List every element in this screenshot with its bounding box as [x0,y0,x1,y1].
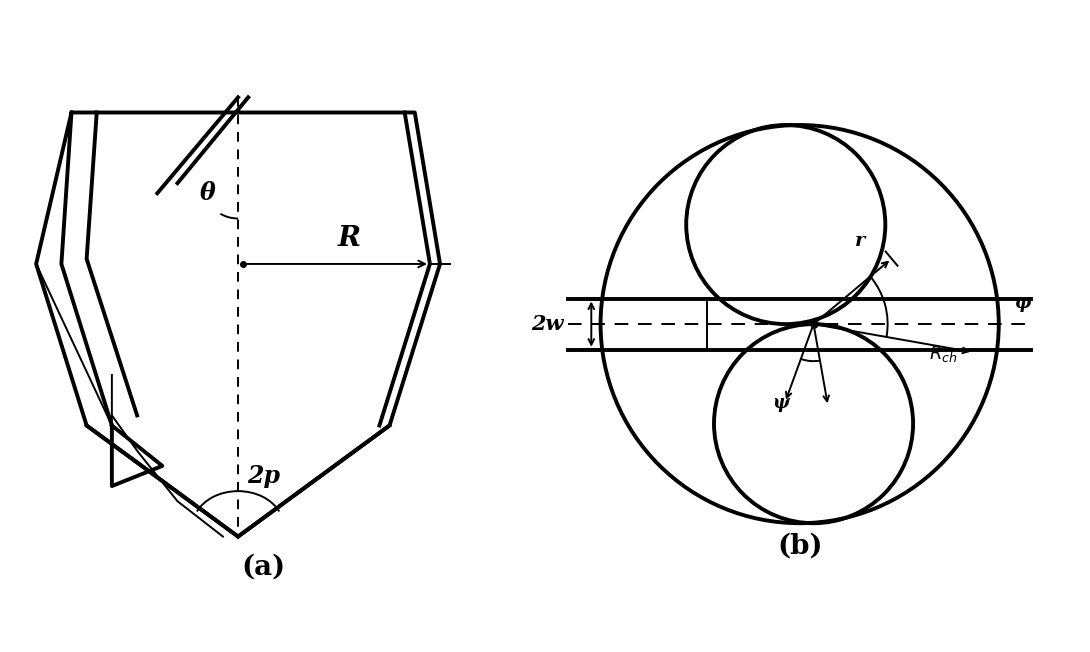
Text: θ: θ [199,181,216,205]
Text: φ: φ [1014,294,1030,312]
Text: ψ: ψ [773,394,789,412]
Text: 2w: 2w [531,314,564,334]
Text: (a): (a) [241,554,286,580]
Text: 2p: 2p [246,464,280,488]
Text: r: r [855,231,865,250]
Text: (b): (b) [777,533,822,560]
Text: $R_{ch}$: $R_{ch}$ [929,344,957,364]
Text: R: R [338,225,361,252]
